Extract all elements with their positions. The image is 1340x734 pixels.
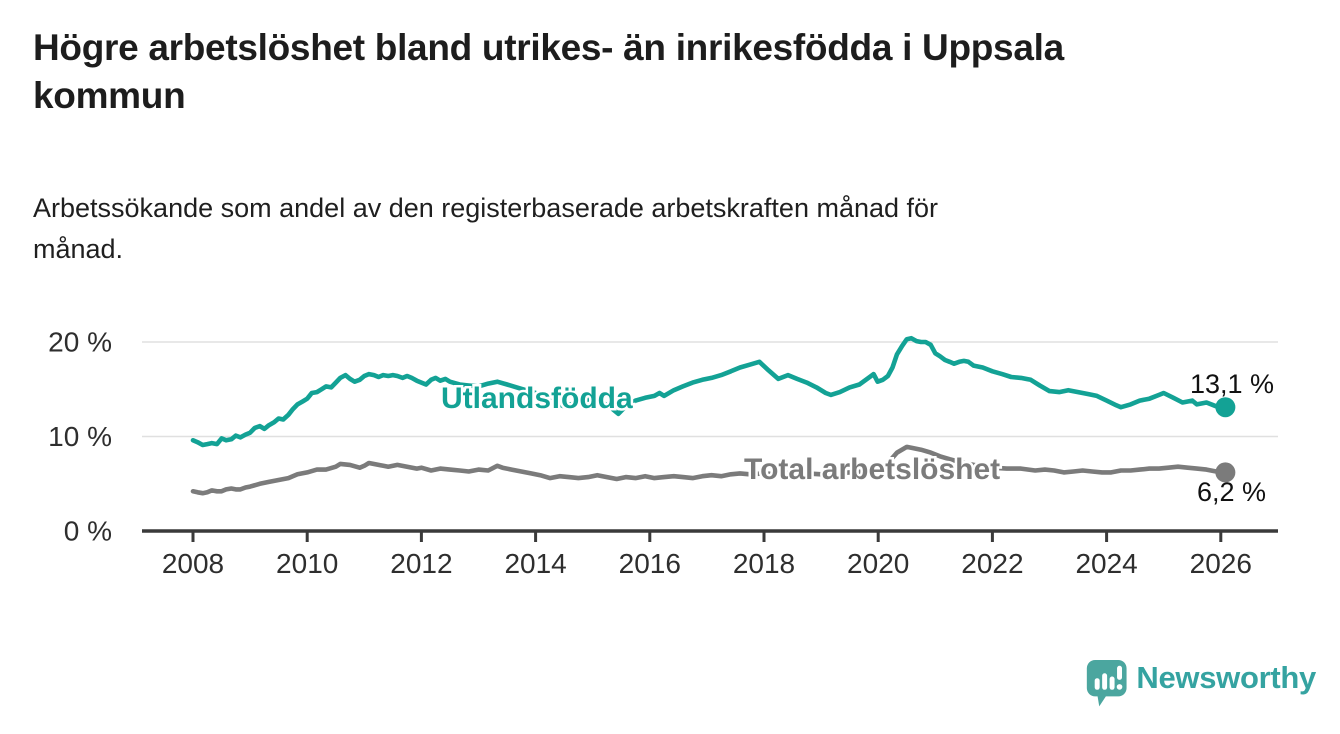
series-line-total-arbetsl-shet bbox=[190, 444, 1228, 496]
logo-bar-chart-glyph bbox=[1094, 665, 1123, 690]
line-chart: 0 % 10 % 20 % 2008 2010 2012 2014 2016 2018 2020 2… bbox=[0, 290, 1340, 600]
chart-subtitle: Arbetssökande som andel av den registerb… bbox=[33, 188, 1293, 270]
logo-bar-2 bbox=[1102, 673, 1108, 690]
x-tick-label: 2018 bbox=[733, 548, 795, 579]
logo-exclamation-bar bbox=[1117, 665, 1123, 680]
newsworthy-logo: Newsworthy bbox=[1086, 654, 1316, 714]
x-tick-label: 2014 bbox=[504, 548, 566, 579]
end-value-label: 13,1 % bbox=[1190, 369, 1274, 399]
series-end-dot bbox=[1215, 397, 1236, 418]
series-label: Total arbetslöshet bbox=[744, 453, 1000, 486]
x-tick-label: 2026 bbox=[1190, 548, 1252, 579]
title-line-1: Högre arbetslöshet bland utrikes- än inr… bbox=[33, 27, 1064, 68]
title-line-2: kommun bbox=[33, 75, 186, 116]
x-tick-label: 2012 bbox=[390, 548, 452, 579]
x-tick-label: 2016 bbox=[619, 548, 681, 579]
newsworthy-logo-icon bbox=[1086, 659, 1127, 707]
logo-bar-3 bbox=[1109, 676, 1115, 690]
subtitle-line-2: månad. bbox=[33, 234, 124, 264]
y-tick-label: 0 % bbox=[64, 516, 112, 547]
page-title: Högre arbetslöshet bland utrikes- än inr… bbox=[33, 24, 1293, 120]
series-label: Utlandsfödda bbox=[441, 382, 633, 415]
chart-canvas: 0 % 10 % 20 % 2008 2010 2012 2014 2016 2018 2020 2… bbox=[48, 327, 1278, 579]
end-value-label: 6,2 % bbox=[1197, 477, 1266, 507]
y-tick-label: 10 % bbox=[48, 421, 112, 452]
subtitle-line-1: Arbetssökande som andel av den registerb… bbox=[33, 193, 939, 223]
logo-exclamation-dot bbox=[1116, 684, 1123, 690]
brand-name: Newsworthy bbox=[1136, 660, 1316, 695]
series-end-dot bbox=[1215, 462, 1236, 483]
x-tick-label: 2022 bbox=[961, 548, 1023, 579]
x-tick-label: 2008 bbox=[162, 548, 224, 579]
x-tick-label: 2020 bbox=[847, 548, 909, 579]
series-line-utlandsf-dda bbox=[190, 335, 1228, 448]
x-tick-label: 2010 bbox=[276, 548, 338, 579]
logo-bar-1 bbox=[1094, 678, 1100, 690]
y-tick-label: 20 % bbox=[48, 327, 112, 358]
x-tick-label: 2024 bbox=[1075, 548, 1137, 579]
